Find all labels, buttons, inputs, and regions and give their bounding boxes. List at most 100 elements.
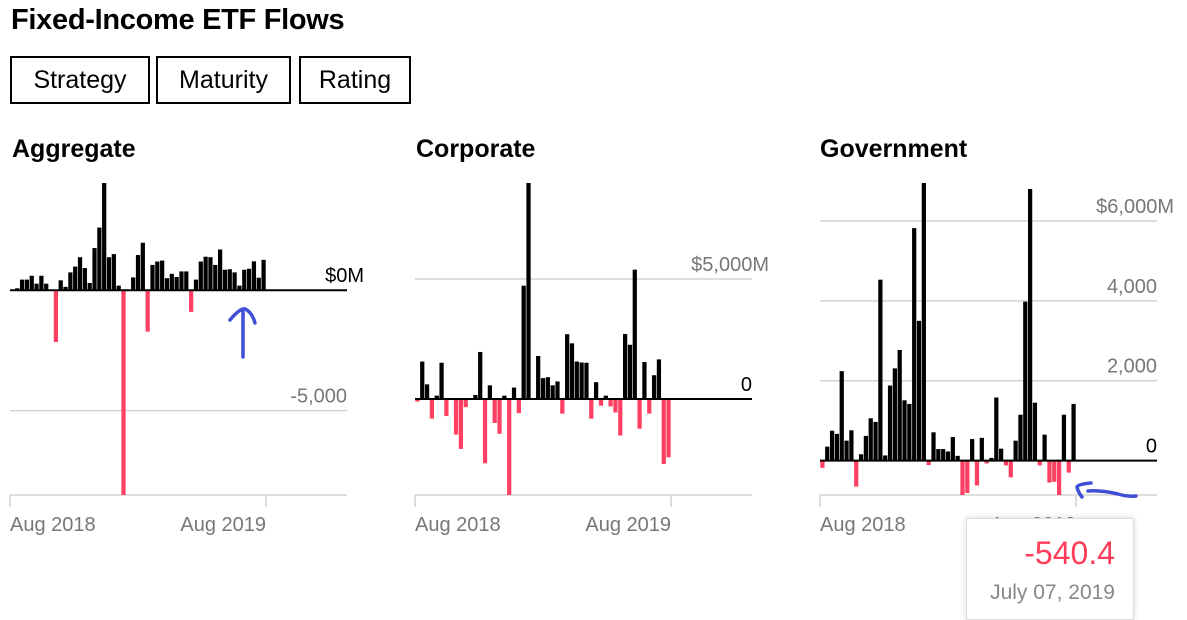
bar-positive [227, 269, 232, 291]
bar-positive [550, 385, 555, 399]
bar-positive [1027, 188, 1033, 461]
bar-positive [502, 395, 507, 399]
bar-positive [246, 268, 252, 291]
bar-positive [184, 271, 189, 291]
bar-positive [883, 455, 888, 461]
bar-positive [73, 266, 78, 291]
bar-positive [29, 275, 34, 291]
bar-positive [839, 371, 844, 461]
bar-negative [960, 460, 965, 495]
bar-positive [656, 359, 662, 399]
bar-negative [444, 399, 449, 417]
bar-positive [232, 272, 237, 291]
bar-negative [453, 399, 459, 435]
bar-negative [189, 290, 194, 312]
bar-positive [251, 261, 257, 291]
bar-positive [873, 421, 878, 461]
bar-positive [106, 257, 112, 291]
bar-positive [868, 418, 873, 461]
bar-positive [102, 183, 107, 291]
bar-positive [217, 249, 223, 291]
bar-positive [834, 433, 840, 461]
bar-positive [150, 264, 155, 291]
bar-positive [632, 269, 637, 399]
bar-negative [1008, 460, 1013, 478]
bar-positive [526, 183, 531, 399]
bar-negative [1037, 460, 1042, 466]
bar-positive [555, 381, 560, 399]
bar-negative [507, 399, 512, 495]
x-tick-label: Aug 2019 [585, 514, 671, 536]
bar-positive [584, 362, 589, 399]
bar-positive [907, 403, 912, 461]
bar-negative [1066, 460, 1071, 473]
bar-negative [145, 290, 150, 332]
bar-positive [642, 362, 647, 399]
bar-positive [58, 280, 63, 291]
bar-positive [999, 448, 1004, 461]
bar-positive [897, 349, 902, 461]
bar-positive [82, 268, 87, 291]
y-tick-label: 0 [1146, 436, 1157, 458]
bar-positive [579, 362, 584, 399]
bar-positive [420, 361, 425, 399]
bar-positive [155, 261, 160, 291]
bar-negative [53, 290, 59, 343]
tab-maturity[interactable]: Maturity [156, 56, 291, 104]
bar-positive [858, 454, 864, 461]
tab-strategy[interactable]: Strategy [10, 56, 150, 104]
x-tick-label: Aug 2018 [415, 514, 501, 536]
bar-positive [169, 273, 174, 291]
aggregate-chart[interactable]: $0M -5,000 Aug 2018 Aug 2019 [0, 170, 377, 540]
chart-title-government: Government [820, 135, 968, 163]
bar-positive [511, 387, 517, 399]
bar-positive [77, 257, 83, 291]
y-tick-label: 4,000 [1107, 276, 1157, 298]
bar-positive [424, 384, 430, 399]
bar-positive [912, 228, 917, 461]
bar-negative [516, 399, 521, 414]
chart-title-aggregate: Aggregate [12, 135, 136, 163]
bar-positive [160, 260, 165, 291]
bar-negative [463, 399, 468, 408]
bar-positive [1018, 414, 1023, 461]
bar-positive [174, 276, 179, 291]
bar-positive [863, 435, 869, 461]
bar-negative [618, 399, 623, 436]
bar-negative [974, 460, 980, 486]
bar-positive [574, 361, 579, 399]
corporate-chart[interactable]: 0 $5,000M Aug 2018 Aug 2019 [405, 170, 782, 540]
bar-negative [415, 399, 420, 402]
bar-positive [540, 378, 546, 399]
bar-positive [931, 432, 936, 461]
page-title: Fixed-Income ETF Flows [11, 4, 345, 36]
chart-title-corporate: Corporate [416, 135, 536, 163]
bar-negative [1047, 460, 1052, 483]
bar-negative [1056, 460, 1062, 495]
bar-positive [92, 248, 97, 291]
bar-positive [140, 242, 145, 291]
bar-negative [854, 460, 859, 487]
y-tick-label: -5,000 [290, 386, 347, 408]
bar-negative [820, 460, 825, 468]
bar-negative [482, 399, 488, 464]
bar-positive [203, 256, 208, 291]
bar-positive [131, 277, 136, 291]
bar-positive [521, 285, 526, 399]
bar-positive [941, 449, 946, 461]
bar-negative [608, 399, 613, 407]
bar-positive [892, 368, 897, 461]
bar-positive [936, 449, 941, 461]
bar-positive [193, 279, 199, 291]
bar-positive [921, 183, 926, 461]
bar-positive [950, 437, 955, 461]
bar-positive [213, 264, 218, 291]
bar-positive [545, 377, 550, 399]
bar-negative [647, 399, 652, 414]
bar-positive [39, 275, 44, 291]
bar-negative [666, 399, 671, 458]
tab-rating[interactable]: Rating [299, 56, 411, 104]
bar-negative [492, 399, 497, 423]
x-tick-label: Aug 2018 [820, 514, 906, 536]
